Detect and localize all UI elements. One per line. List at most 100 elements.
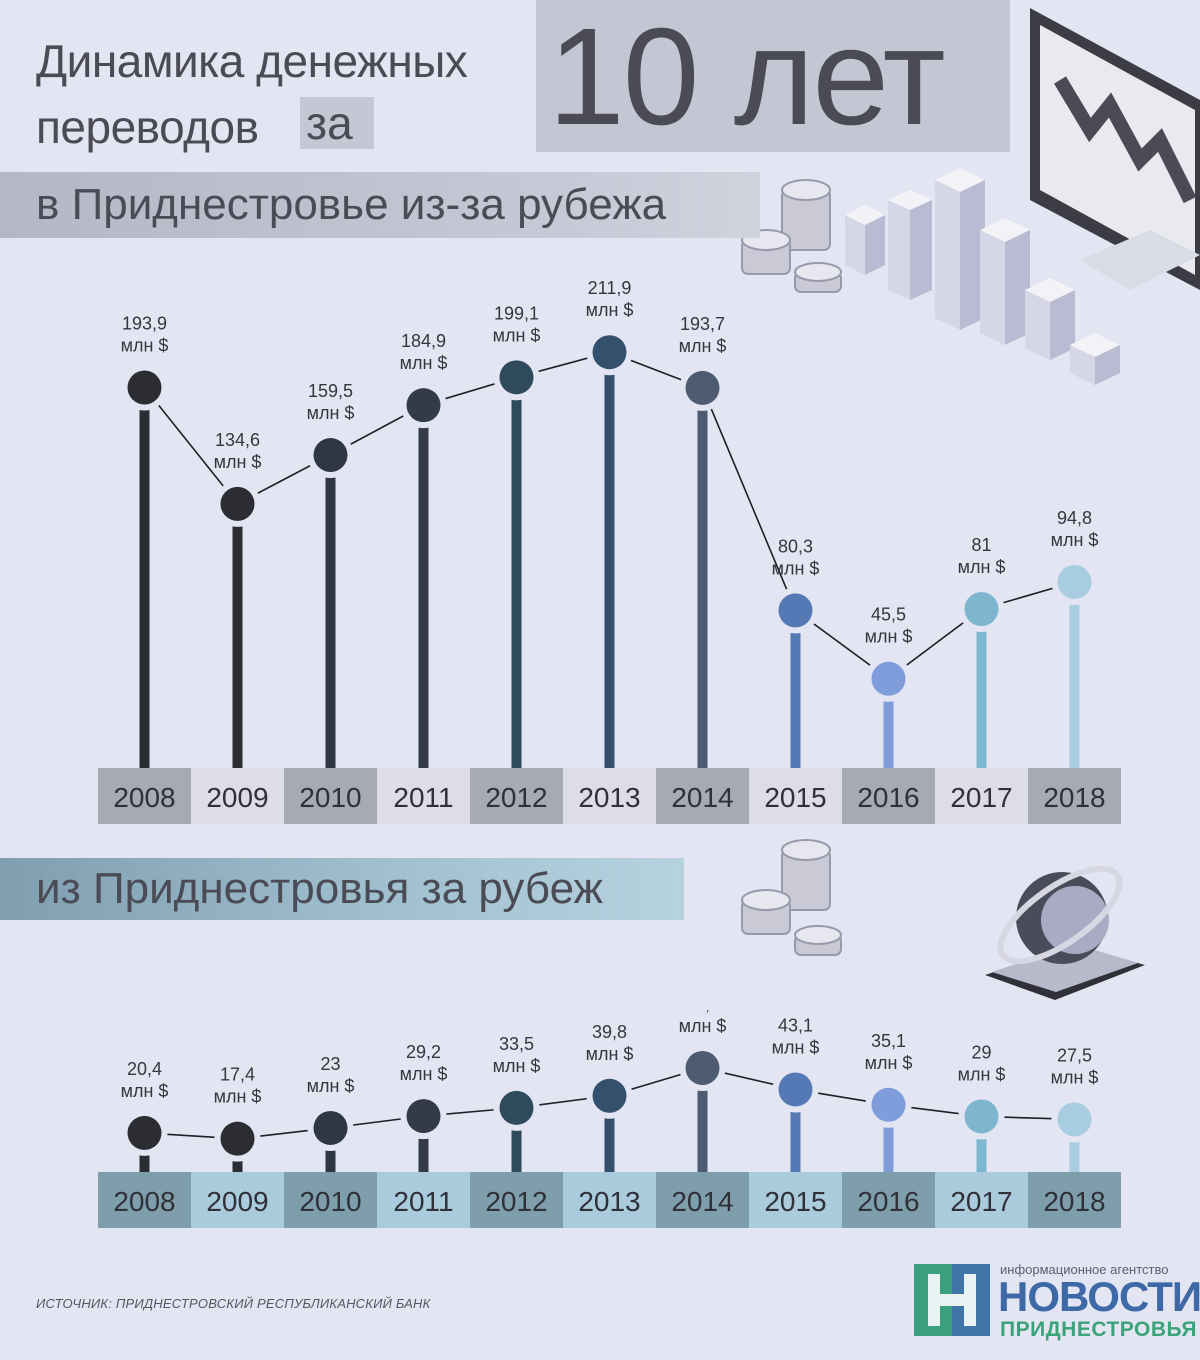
year-label-2014: 2014 <box>671 1186 733 1217</box>
value-label-2017: 81 <box>971 535 991 555</box>
value-label-2016: 35,1 <box>871 1031 906 1051</box>
year-box-2010 <box>284 1172 377 1228</box>
year-box-2015 <box>749 1172 842 1228</box>
year-box-2011 <box>377 768 470 824</box>
year-box-2008 <box>98 1172 191 1228</box>
value-label-2015: 43,1 <box>778 1015 813 1035</box>
value-label-2013: 211,9 <box>588 278 632 298</box>
year-label-2016: 2016 <box>857 782 919 813</box>
page-title-line-1: Динамика денежных <box>36 35 468 87</box>
data-point-2016 <box>871 661 906 696</box>
year-box-2014 <box>656 768 749 824</box>
year-label-2010: 2010 <box>299 1186 361 1217</box>
year-box-2015 <box>749 768 842 824</box>
data-point-2018 <box>1057 564 1092 599</box>
data-point-2008 <box>127 1115 162 1150</box>
value-label-2016: 45,5 <box>871 605 906 625</box>
data-point-2016 <box>871 1087 906 1122</box>
data-point-2010 <box>313 1110 348 1145</box>
value-label-2010: 159,5 <box>308 381 353 401</box>
value-label-2013: 39,8 <box>592 1022 627 1042</box>
data-point-2014 <box>685 370 720 405</box>
data-point-2011 <box>406 1099 441 1134</box>
page-title-line-2: переводов <box>36 101 259 153</box>
stem-2014 <box>697 1068 708 1172</box>
stem-2012 <box>511 377 522 768</box>
unit-label-2010: млн $ <box>307 403 355 423</box>
coin-stack-icon-2 <box>741 839 842 956</box>
page-title-za: за <box>300 97 374 149</box>
unit-label-2008: млн $ <box>121 1081 169 1101</box>
year-label-2011: 2011 <box>393 1186 453 1217</box>
value-label-2014: 54,3 <box>685 1010 720 1014</box>
stem-2013 <box>604 1095 615 1172</box>
value-label-2017: 29 <box>971 1042 991 1062</box>
year-label-2009: 2009 <box>206 782 268 813</box>
year-label-2018: 2018 <box>1043 1186 1105 1217</box>
year-box-2017 <box>935 1172 1028 1228</box>
data-point-2015 <box>778 593 813 628</box>
value-label-2008: 193,9 <box>122 314 167 334</box>
unit-label-2009: млн $ <box>214 452 262 472</box>
unit-label-2012: млн $ <box>493 1056 541 1076</box>
stem-2017 <box>976 609 987 768</box>
unit-label-2011: млн $ <box>400 353 448 373</box>
year-label-2014: 2014 <box>671 782 733 813</box>
stem-2011 <box>418 1116 429 1172</box>
value-label-2008: 20,4 <box>127 1059 162 1079</box>
stem-2008 <box>139 387 150 768</box>
data-point-2012 <box>499 360 534 395</box>
data-point-2013 <box>592 335 627 370</box>
year-box-2009 <box>191 768 284 824</box>
stem-2014 <box>697 387 708 768</box>
page-title-big: 10 лет <box>548 0 946 154</box>
data-point-2017 <box>964 1099 999 1134</box>
stem-2018 <box>1069 1119 1080 1172</box>
data-point-2013 <box>592 1078 627 1113</box>
data-point-2014 <box>685 1051 720 1085</box>
year-label-2018: 2018 <box>1043 782 1105 813</box>
year-box-2016 <box>842 768 935 824</box>
year-box-2014 <box>656 1172 749 1228</box>
unit-label-2008: млн $ <box>121 336 169 356</box>
stem-2012 <box>511 1107 522 1172</box>
year-label-2015: 2015 <box>764 782 826 813</box>
year-label-2017: 2017 <box>950 1186 1012 1217</box>
stem-2011 <box>418 405 429 768</box>
year-label-2009: 2009 <box>206 1186 268 1217</box>
year-box-2012 <box>470 768 563 824</box>
unit-label-2016: млн $ <box>865 1053 913 1073</box>
bar-blocks-icon <box>845 168 1120 385</box>
year-box-2008 <box>98 768 191 824</box>
stem-2009 <box>232 503 243 768</box>
year-box-2011 <box>377 1172 470 1228</box>
data-point-2009 <box>220 1121 255 1156</box>
unit-label-2018: млн $ <box>1051 1067 1099 1087</box>
unit-label-2015: млн $ <box>772 558 820 578</box>
year-label-2016: 2016 <box>857 1186 919 1217</box>
value-label-2014: 193,7 <box>680 314 725 334</box>
value-label-2010: 23 <box>320 1054 340 1074</box>
title-highlight-box <box>536 0 1010 152</box>
year-label-2011: 2011 <box>393 782 453 813</box>
source-note: ИСТОЧНИК: ПРИДНЕСТРОВСКИЙ РЕСПУБЛИКАНСКИ… <box>36 1296 431 1311</box>
unit-label-2018: млн $ <box>1051 530 1099 550</box>
coin-stack-icon <box>741 179 842 293</box>
year-label-2013: 2013 <box>578 782 640 813</box>
value-label-2009: 17,4 <box>220 1065 255 1085</box>
unit-label-2016: млн $ <box>865 627 913 647</box>
value-label-2018: 27,5 <box>1057 1045 1092 1065</box>
data-point-2009 <box>220 486 255 521</box>
year-label-2015: 2015 <box>764 1186 826 1217</box>
year-label-2013: 2013 <box>578 1186 640 1217</box>
logo-tagline: информационное агентство <box>1000 1262 1169 1277</box>
stem-2010 <box>325 455 336 768</box>
stem-2015 <box>790 610 801 768</box>
globe-icon <box>985 865 1145 1000</box>
section-label-inbound: в Приднестровье из-за рубежа <box>0 172 760 238</box>
year-box-2017 <box>935 768 1028 824</box>
value-label-2012: 199,1 <box>494 303 539 323</box>
year-label-2008: 2008 <box>113 1186 175 1217</box>
year-box-2009 <box>191 1172 284 1228</box>
stem-2016 <box>883 1104 894 1172</box>
